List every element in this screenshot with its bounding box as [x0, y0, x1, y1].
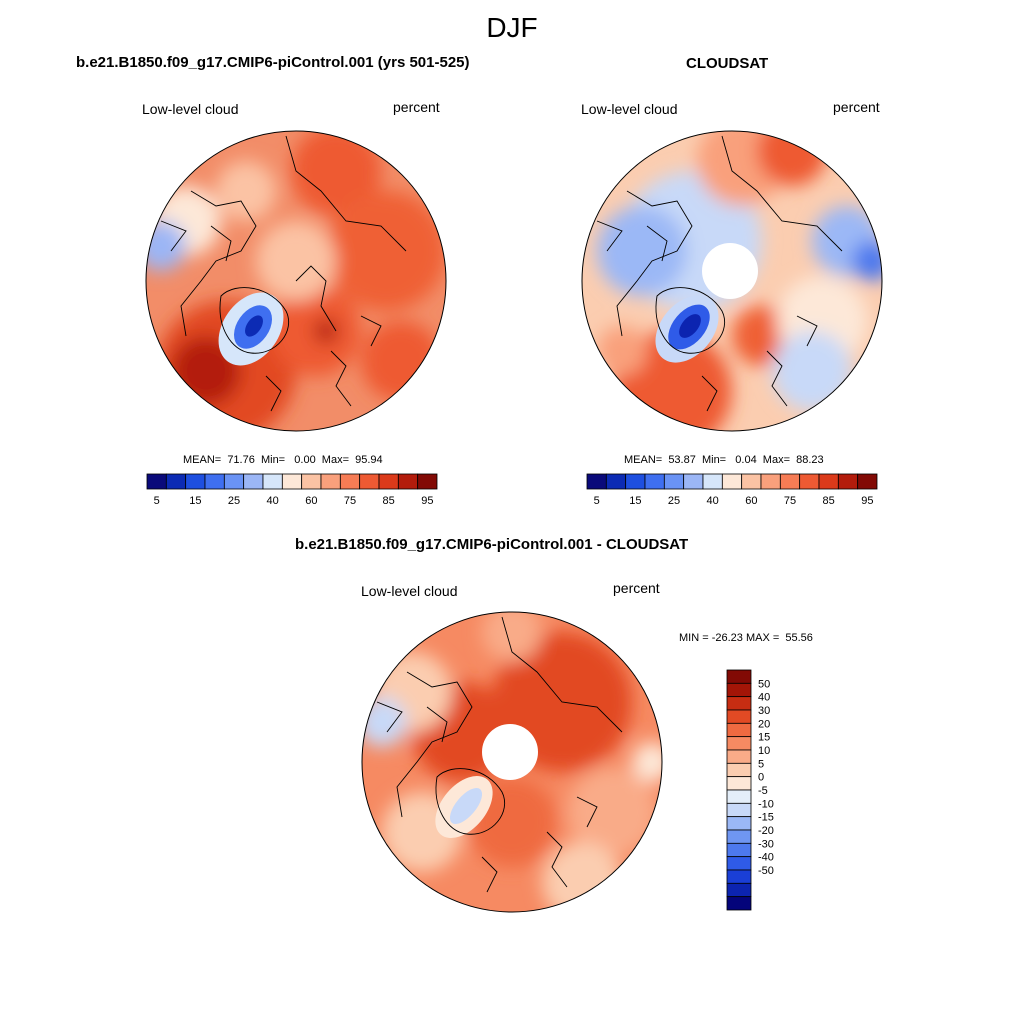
colorbar-swatch: [726, 776, 752, 791]
colorbar-swatch: [644, 473, 665, 490]
colorbar-swatch: [281, 473, 303, 490]
colorbar-swatch: [185, 473, 206, 490]
colorbar-label: 40: [267, 495, 279, 507]
colorbar-label: 75: [344, 495, 356, 507]
colorbar-swatch: [223, 473, 245, 490]
colorbar-swatch: [702, 473, 723, 490]
diff-variable-label: Low-level cloud: [361, 583, 458, 599]
colorbar-label: 50: [758, 678, 770, 690]
colorbar-swatch: [818, 473, 839, 490]
colorbar-label: 95: [421, 495, 433, 507]
colorbar-swatch: [857, 473, 878, 490]
colorbar-swatch: [663, 473, 685, 490]
obs-polar-map: [581, 130, 883, 432]
colorbar-swatch: [726, 829, 752, 844]
obs-stats: MEAN= 53.87 Min= 0.04 Max= 88.23: [624, 454, 824, 466]
colorbar-swatch: [146, 473, 167, 490]
colorbar-swatch: [726, 816, 752, 831]
colorbar-swatch: [799, 473, 820, 490]
colorbar-label: -5: [758, 785, 768, 797]
obs-units-label: percent: [833, 99, 880, 115]
colorbar-swatch: [726, 736, 752, 751]
colorbar-label: 0: [758, 772, 764, 784]
colorbar-swatch: [204, 473, 225, 490]
colorbar-label: 85: [383, 495, 395, 507]
colorbar-swatch: [417, 473, 438, 490]
diff-minmax: MIN = -26.23 MAX = 55.56: [679, 632, 813, 644]
colorbar-label: 85: [823, 495, 835, 507]
colorbar-label: 30: [758, 705, 770, 717]
colorbar-label: 60: [305, 495, 317, 507]
colorbar-swatch: [586, 473, 607, 490]
obs-panel-title: CLOUDSAT: [686, 55, 769, 72]
colorbar-label: 60: [745, 495, 757, 507]
colorbar-label: -15: [758, 812, 774, 824]
model-panel-title: b.e21.B1850.f09_g17.CMIP6-piControl.001 …: [76, 54, 470, 71]
obs-colorbar: 5 15 25 40 60 75 85 95: [586, 473, 878, 507]
colorbar-swatch: [726, 842, 752, 858]
colorbar-label: 15: [629, 495, 641, 507]
colorbar-label: 20: [758, 718, 770, 730]
colorbar-swatch: [726, 709, 752, 724]
colorbar-label: 5: [758, 758, 764, 770]
colorbar-label: 75: [784, 495, 796, 507]
colorbar-label: -50: [758, 865, 774, 877]
model-stats: MEAN= 71.76 Min= 0.00 Max= 95.94: [183, 454, 383, 466]
colorbar-swatch: [301, 473, 322, 490]
colorbar-swatch: [726, 789, 752, 804]
colorbar-swatch: [625, 473, 646, 490]
colorbar-swatch: [726, 696, 752, 711]
diff-units-label: percent: [613, 580, 660, 596]
colorbar-swatch: [779, 473, 801, 490]
colorbar-swatch: [760, 473, 781, 490]
colorbar-label: 15: [189, 495, 201, 507]
colorbar-swatch: [262, 473, 283, 490]
colorbar-swatch: [726, 896, 752, 911]
colorbar-label: -40: [758, 852, 774, 864]
colorbar-swatch: [721, 473, 743, 490]
model-variable-label: Low-level cloud: [142, 101, 239, 117]
colorbar-swatch: [726, 802, 752, 818]
colorbar-swatch: [378, 473, 399, 490]
colorbar-label: -10: [758, 798, 774, 810]
colorbar-label: 15: [758, 732, 770, 744]
colorbar-swatch: [726, 749, 752, 764]
colorbar-swatch: [726, 722, 752, 738]
colorbar-label: 5: [154, 495, 160, 507]
colorbar-swatch: [726, 669, 752, 684]
diff-panel-title: b.e21.B1850.f09_g17.CMIP6-piControl.001 …: [295, 536, 689, 553]
colorbar-swatch: [683, 473, 704, 490]
colorbar-swatch: [726, 882, 752, 898]
season-title: DJF: [486, 12, 538, 43]
model-units-label: percent: [393, 99, 440, 115]
colorbar-swatch: [605, 473, 627, 490]
model-polar-map: [145, 130, 447, 432]
colorbar-label: 5: [594, 495, 600, 507]
colorbar-label: 25: [228, 495, 240, 507]
colorbar-label: 25: [668, 495, 680, 507]
colorbar-swatch: [397, 473, 419, 490]
colorbar-swatch: [165, 473, 187, 490]
colorbar-swatch: [726, 682, 752, 698]
colorbar-swatch: [741, 473, 762, 490]
colorbar-swatch: [359, 473, 380, 490]
colorbar-label: -30: [758, 838, 774, 850]
model-colorbar: 5 15 25 40 60 75 85 95: [146, 473, 438, 507]
obs-variable-label: Low-level cloud: [581, 101, 678, 117]
colorbar-swatch: [837, 473, 859, 490]
colorbar-swatch: [339, 473, 361, 490]
colorbar-label: -20: [758, 825, 774, 837]
colorbar-swatch: [726, 869, 752, 884]
colorbar-swatch: [726, 762, 752, 778]
colorbar-label: 40: [758, 692, 770, 704]
colorbar-swatch: [726, 856, 752, 871]
colorbar-swatch: [243, 473, 264, 490]
colorbar-swatch: [320, 473, 341, 490]
colorbar-label: 95: [861, 495, 873, 507]
diff-polar-map: [361, 611, 663, 913]
colorbar-label: 10: [758, 745, 770, 757]
colorbar-label: 40: [707, 495, 719, 507]
